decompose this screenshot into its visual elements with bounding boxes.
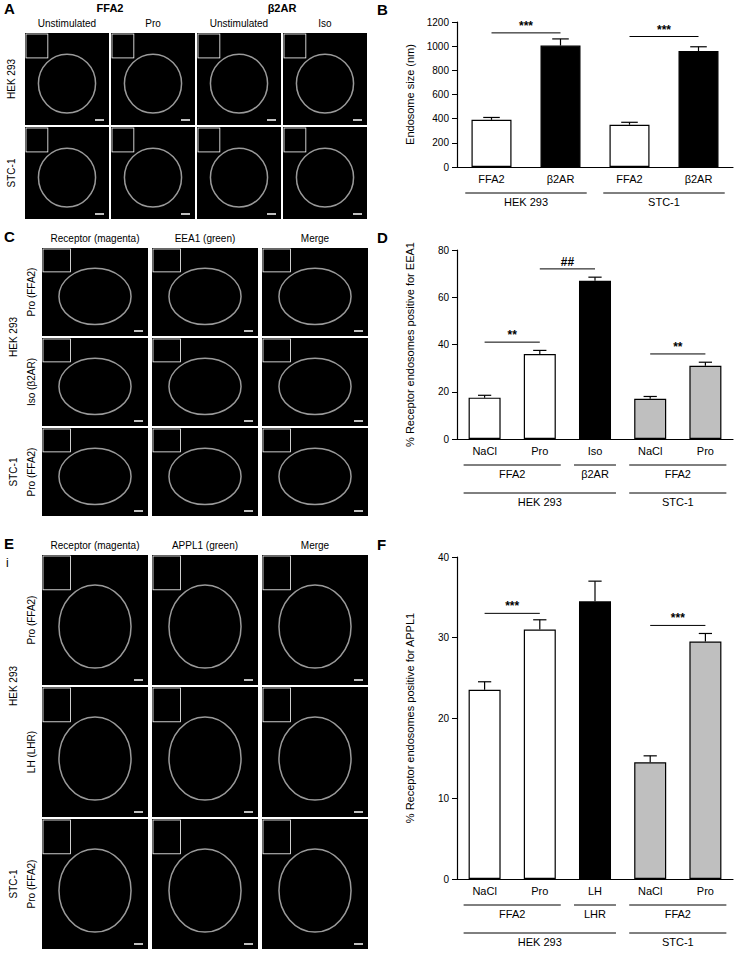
svg-text:Pro: Pro <box>531 445 548 457</box>
svg-text:Merge: Merge <box>301 540 330 551</box>
svg-text:Pro: Pro <box>697 885 714 897</box>
svg-text:40: 40 <box>438 339 450 350</box>
svg-text:F: F <box>377 536 386 553</box>
svg-text:B: B <box>377 1 388 18</box>
svg-text:% Receptor endosomes positive: % Receptor endosomes positive for APPL1 <box>404 613 416 823</box>
svg-text:STC-1: STC-1 <box>662 496 694 508</box>
svg-text:STC-1: STC-1 <box>662 936 694 948</box>
svg-text:Pro: Pro <box>697 445 714 457</box>
svg-text:Pro (FFA2): Pro (FFA2) <box>26 860 37 909</box>
svg-text:HEK 293: HEK 293 <box>518 936 562 948</box>
svg-text:β2AR: β2AR <box>268 2 297 14</box>
svg-text:EEA1 (green): EEA1 (green) <box>175 233 236 244</box>
svg-text:Pro: Pro <box>145 18 161 29</box>
svg-text:1000: 1000 <box>427 41 450 52</box>
svg-text:Unstimulated: Unstimulated <box>38 18 96 29</box>
svg-text:Pro: Pro <box>531 885 548 897</box>
svg-text:Pro (FFA2): Pro (FFA2) <box>26 448 37 497</box>
svg-text:Unstimulated: Unstimulated <box>210 18 268 29</box>
svg-text:E: E <box>4 535 14 552</box>
svg-text:80: 80 <box>438 245 450 256</box>
svg-text:LH: LH <box>588 885 602 897</box>
svg-text:NaCl: NaCl <box>472 445 496 457</box>
svg-text:30: 30 <box>438 632 450 643</box>
svg-text:β2AR: β2AR <box>581 468 609 480</box>
svg-text:20: 20 <box>438 386 450 397</box>
svg-text:FFA2: FFA2 <box>499 468 525 480</box>
svg-text:LH (LHR): LH (LHR) <box>26 731 37 773</box>
svg-text:Receptor (magenta): Receptor (magenta) <box>51 233 140 244</box>
svg-text:HEK 293: HEK 293 <box>504 196 548 208</box>
svg-text:D: D <box>377 229 388 246</box>
svg-text:STC-1: STC-1 <box>8 457 19 486</box>
svg-text:i: i <box>6 556 9 570</box>
svg-text:HEK 293: HEK 293 <box>518 496 562 508</box>
svg-text:HEK 293: HEK 293 <box>8 666 19 706</box>
svg-text:0: 0 <box>443 874 449 885</box>
svg-text:***: *** <box>505 599 519 613</box>
svg-text:Iso (β2AR): Iso (β2AR) <box>26 358 37 406</box>
svg-text:**: ** <box>508 328 518 342</box>
svg-text:β2AR: β2AR <box>685 173 713 185</box>
svg-text:HEK 293: HEK 293 <box>6 59 17 99</box>
svg-text:Iso: Iso <box>318 18 332 29</box>
svg-text:NaCl: NaCl <box>638 445 662 457</box>
svg-text:Iso: Iso <box>588 445 603 457</box>
svg-text:800: 800 <box>432 65 449 76</box>
svg-text:***: *** <box>657 23 671 37</box>
svg-text:NaCl: NaCl <box>638 885 662 897</box>
svg-text:NaCl: NaCl <box>472 885 496 897</box>
svg-text:1200: 1200 <box>427 17 450 28</box>
svg-text:400: 400 <box>432 113 449 124</box>
svg-text:STC-1: STC-1 <box>6 158 17 187</box>
svg-text:FFA2: FFA2 <box>616 173 642 185</box>
svg-text:FFA2: FFA2 <box>97 2 124 14</box>
svg-text:**: ** <box>673 340 683 354</box>
svg-text:40: 40 <box>438 552 450 563</box>
svg-text:10: 10 <box>438 793 450 804</box>
svg-text:STC-1: STC-1 <box>648 196 680 208</box>
svg-text:A: A <box>4 0 15 17</box>
svg-text:Merge: Merge <box>301 233 330 244</box>
svg-text:Receptor (magenta): Receptor (magenta) <box>51 540 140 551</box>
svg-text:β2AR: β2AR <box>547 173 575 185</box>
svg-text:200: 200 <box>432 137 449 148</box>
svg-text:FFA2: FFA2 <box>499 908 525 920</box>
svg-text:20: 20 <box>438 713 450 724</box>
svg-text:FFA2: FFA2 <box>665 468 691 480</box>
svg-text:0: 0 <box>443 434 449 445</box>
svg-text:% Receptor endosomes positive: % Receptor endosomes positive for EEA1 <box>404 242 416 447</box>
svg-text:Pro (FFA2): Pro (FFA2) <box>26 596 37 645</box>
svg-text:C: C <box>4 228 15 245</box>
svg-text:FFA2: FFA2 <box>478 173 504 185</box>
svg-text:STC-1: STC-1 <box>8 869 19 898</box>
svg-text:APPL1 (green): APPL1 (green) <box>172 540 238 551</box>
svg-text:600: 600 <box>432 89 449 100</box>
svg-text:Pro (FFA2): Pro (FFA2) <box>26 268 37 317</box>
svg-text:***: *** <box>671 611 685 625</box>
svg-text:LHR: LHR <box>584 908 606 920</box>
svg-text:Endosome size (nm): Endosome size (nm) <box>404 44 416 145</box>
svg-text:HEK 293: HEK 293 <box>8 317 19 357</box>
svg-text:***: *** <box>519 19 533 33</box>
svg-text:0: 0 <box>443 162 449 173</box>
svg-text:##: ## <box>561 255 575 269</box>
svg-text:60: 60 <box>438 292 450 303</box>
svg-text:FFA2: FFA2 <box>665 908 691 920</box>
